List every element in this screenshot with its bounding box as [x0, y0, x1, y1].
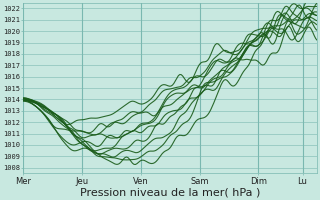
- X-axis label: Pression niveau de la mer( hPa ): Pression niveau de la mer( hPa ): [80, 187, 260, 197]
